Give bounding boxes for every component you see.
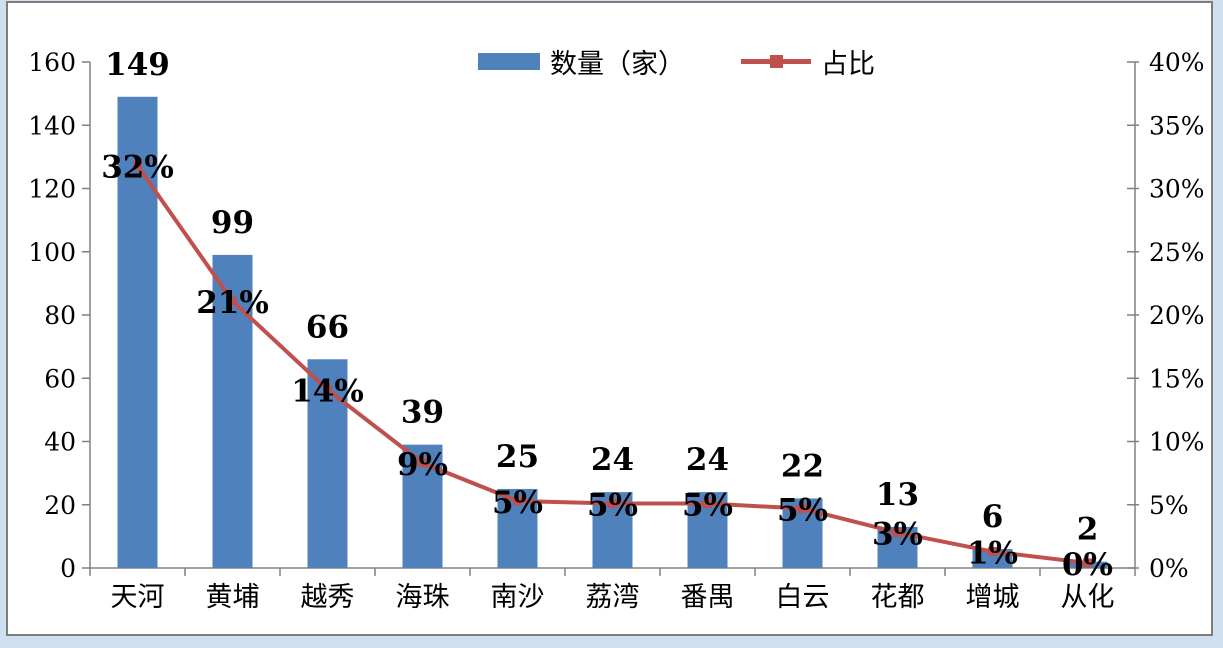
category-label: 花都 <box>871 582 925 613</box>
bar-value-label: 24 <box>686 442 729 478</box>
left-axis-tick-label: 0 <box>60 554 76 583</box>
left-axis-tick-label: 80 <box>44 301 76 330</box>
percent-label: 5% <box>492 485 543 521</box>
category-label: 从化 <box>1061 582 1115 613</box>
left-axis-tick-label: 20 <box>44 491 76 520</box>
left-axis-tick-label: 160 <box>28 48 76 77</box>
left-axis-tick-label: 120 <box>28 175 76 204</box>
right-axis-tick-label: 30% <box>1149 175 1205 204</box>
line-marker <box>133 161 142 171</box>
category-label: 海珠 <box>396 582 450 613</box>
bar-value-label: 39 <box>401 395 444 431</box>
percent-label: 3% <box>872 517 923 553</box>
line-marker <box>703 498 712 508</box>
right-axis-tick-label: 15% <box>1149 364 1205 393</box>
percent-label: 14% <box>291 374 364 410</box>
bar-value-label: 99 <box>211 205 254 241</box>
line-marker <box>988 547 997 557</box>
line-marker <box>893 528 902 538</box>
bar-value-label: 22 <box>781 448 824 484</box>
percent-label: 21% <box>196 285 269 321</box>
chart-legend: 数量（家） 占比 <box>478 42 875 81</box>
category-label: 增城 <box>966 582 1020 613</box>
category-label: 天河 <box>111 582 165 613</box>
right-axis-tick-label: 35% <box>1149 111 1205 140</box>
bar-value-label: 66 <box>306 309 349 345</box>
legend-bar-label: 数量（家） <box>550 49 685 80</box>
bar <box>117 96 158 568</box>
bar-value-label: 13 <box>876 477 919 513</box>
percent-label: 9% <box>397 447 448 483</box>
right-axis-tick-label: 25% <box>1149 238 1205 267</box>
bar-value-label: 24 <box>591 442 634 478</box>
legend-bar-swatch <box>478 53 540 70</box>
line-marker <box>418 458 427 468</box>
bar-value-label: 25 <box>496 439 539 475</box>
right-axis-tick-label: 20% <box>1149 301 1205 330</box>
line-marker <box>1083 558 1092 568</box>
percent-label: 32% <box>101 150 174 186</box>
percent-label: 5% <box>777 493 828 529</box>
right-axis-tick-label: 0% <box>1149 554 1189 583</box>
line-marker <box>323 385 332 395</box>
percent-label: 1% <box>967 536 1018 572</box>
line-marker <box>228 296 237 306</box>
percent-label: 5% <box>682 487 733 523</box>
left-axis-tick-label: 140 <box>28 111 76 140</box>
line-marker <box>798 504 807 514</box>
legend-line-label: 占比 <box>821 49 875 80</box>
percent-label: 0% <box>1062 547 1113 583</box>
right-axis-tick-label: 5% <box>1149 491 1189 520</box>
category-label: 白云 <box>776 582 830 613</box>
bar-value-label: 149 <box>105 47 170 83</box>
bar-value-label: 6 <box>982 499 1004 535</box>
legend-line-swatch <box>741 54 811 69</box>
percent-label: 5% <box>587 487 638 523</box>
category-label: 荔湾 <box>586 582 640 613</box>
left-axis-tick-label: 100 <box>28 238 76 267</box>
line-marker <box>608 498 617 508</box>
left-axis-tick-label: 40 <box>44 428 76 457</box>
legend-line-marker-icon <box>770 55 783 68</box>
left-axis-tick-label: 60 <box>44 364 76 393</box>
category-label: 越秀 <box>301 582 355 613</box>
right-axis-tick-label: 40% <box>1149 48 1205 77</box>
bar <box>212 254 253 568</box>
bar-value-label: 2 <box>1077 512 1099 548</box>
category-label: 番禺 <box>681 582 735 613</box>
category-label: 黄埔 <box>206 582 260 613</box>
right-axis-tick-label: 10% <box>1149 428 1205 457</box>
category-label: 南沙 <box>491 582 545 613</box>
line-marker <box>513 496 522 506</box>
